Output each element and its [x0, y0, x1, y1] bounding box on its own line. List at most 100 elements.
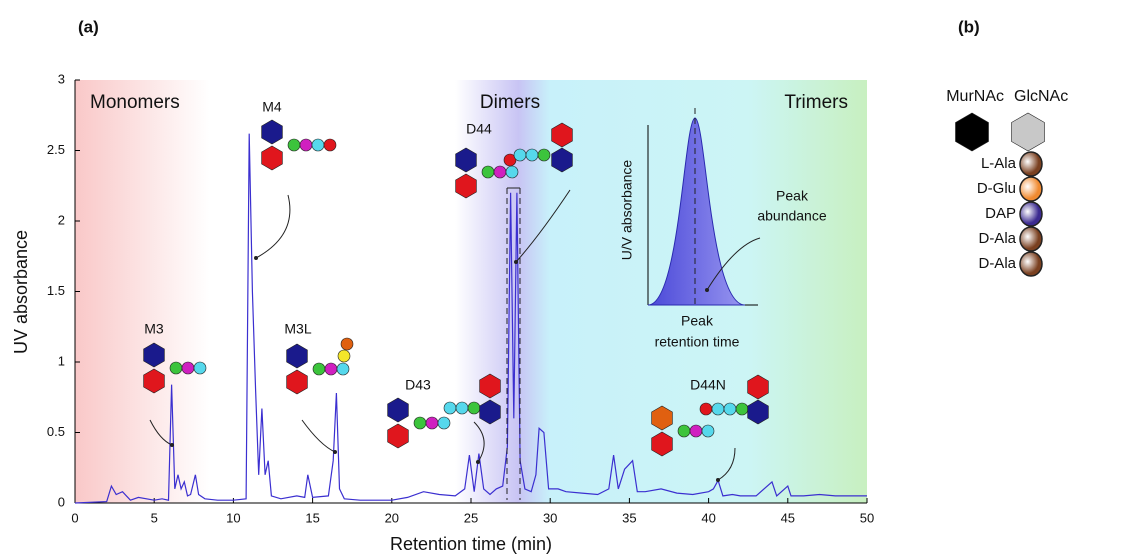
y-tick-label: 0 [58, 494, 65, 509]
region-label: Dimers [480, 92, 540, 113]
sugar-icon [455, 147, 477, 173]
arrow [301, 419, 336, 453]
arrow [717, 447, 736, 481]
panel-label: (b) [958, 17, 980, 36]
residue-icon [735, 402, 749, 416]
arrow [473, 421, 485, 463]
residue-icon [505, 165, 519, 179]
y-tick-label: 1.5 [47, 283, 65, 298]
sugar-icon [651, 431, 673, 457]
sugar-icon [551, 122, 573, 148]
residue-label: D-Ala [978, 230, 1016, 247]
inset-annotation: Peak [776, 188, 809, 204]
sugar-label: MurNAc [946, 88, 1004, 105]
residue-icon [537, 148, 551, 162]
y-tick-label: 1 [58, 353, 65, 368]
residue-icon [467, 401, 481, 415]
arrow [149, 419, 173, 446]
sugar-icon [747, 374, 769, 400]
peak-label: D43 [405, 377, 431, 393]
residue-icon [340, 337, 354, 351]
x-tick-label: 25 [464, 510, 478, 525]
arrow-head [170, 443, 174, 447]
residue-icon [311, 138, 325, 152]
sugar-icon [143, 368, 165, 394]
inset-annotation: retention time [655, 334, 740, 350]
arrow [706, 237, 761, 291]
residue-icon [503, 153, 517, 167]
residue-icon [723, 402, 737, 416]
residue-icon [299, 138, 313, 152]
residue-icon [193, 361, 207, 375]
residue-icon [677, 424, 691, 438]
sugar-icon [651, 405, 673, 431]
residue-label: D-Glu [977, 180, 1016, 197]
residue-icon [1019, 176, 1043, 202]
inset-annotation: abundance [757, 208, 827, 224]
sugar-icon [286, 369, 308, 395]
residue-icon [1019, 151, 1043, 177]
y-tick-label: 3 [58, 71, 65, 86]
inset-annotation: Peak [681, 313, 714, 329]
residue-icon [324, 362, 338, 376]
arrow-head [333, 450, 337, 454]
y-tick-label: 2.5 [47, 142, 65, 157]
peak-label: D44N [690, 377, 726, 393]
residue-label: L-Ala [981, 155, 1017, 172]
residue-icon [513, 148, 527, 162]
arrow-head [254, 256, 258, 260]
x-tick-label: 15 [305, 510, 319, 525]
sugar-icon [143, 342, 165, 368]
residue-icon [525, 148, 539, 162]
x-tick-label: 50 [860, 510, 874, 525]
residue-icon [425, 416, 439, 430]
inset-y-label: U/V absorbance [619, 160, 635, 261]
x-tick-label: 10 [226, 510, 240, 525]
panel-label: (a) [78, 17, 99, 36]
peak-label: M3L [284, 321, 311, 337]
residue-icon [689, 424, 703, 438]
x-axis-label: Retention time (min) [390, 534, 552, 554]
residue-icon [1019, 251, 1043, 277]
residue-icon [413, 416, 427, 430]
sugar-icon [261, 119, 283, 145]
residue-icon [437, 416, 451, 430]
arrow [515, 189, 571, 263]
y-axis-label: UV absorbance [11, 230, 31, 354]
residue-icon [169, 361, 183, 375]
x-tick-label: 0 [71, 510, 78, 525]
sugar-icon [261, 145, 283, 171]
residue-icon [312, 362, 326, 376]
residue-icon [493, 165, 507, 179]
residue-label: D-Ala [978, 255, 1016, 272]
y-tick-label: 2 [58, 212, 65, 227]
residue-icon [1019, 226, 1043, 252]
sugar-icon [286, 343, 308, 369]
arrow-head [514, 260, 518, 264]
sugar-icon [747, 399, 769, 425]
residue-icon [1019, 201, 1043, 227]
x-tick-label: 35 [622, 510, 636, 525]
x-tick-label: 30 [543, 510, 557, 525]
residue-icon [443, 401, 457, 415]
residue-label: DAP [985, 205, 1016, 222]
peak-label: D44 [466, 121, 492, 137]
sugar-icon [387, 397, 409, 423]
peak-label: M3 [144, 321, 164, 337]
residue-icon [701, 424, 715, 438]
y-tick-label: 0.5 [47, 424, 65, 439]
sugar-icon [1011, 112, 1045, 152]
plot-background [75, 80, 867, 503]
residue-icon [181, 361, 195, 375]
peak-label: M4 [262, 99, 282, 115]
arrow-head [705, 288, 709, 292]
x-tick-label: 45 [781, 510, 795, 525]
residue-icon [711, 402, 725, 416]
sugar-icon [479, 373, 501, 399]
residue-icon [336, 362, 350, 376]
region-label: Trimers [784, 92, 848, 113]
x-tick-label: 40 [701, 510, 715, 525]
arrow-head [476, 460, 480, 464]
residue-icon [287, 138, 301, 152]
